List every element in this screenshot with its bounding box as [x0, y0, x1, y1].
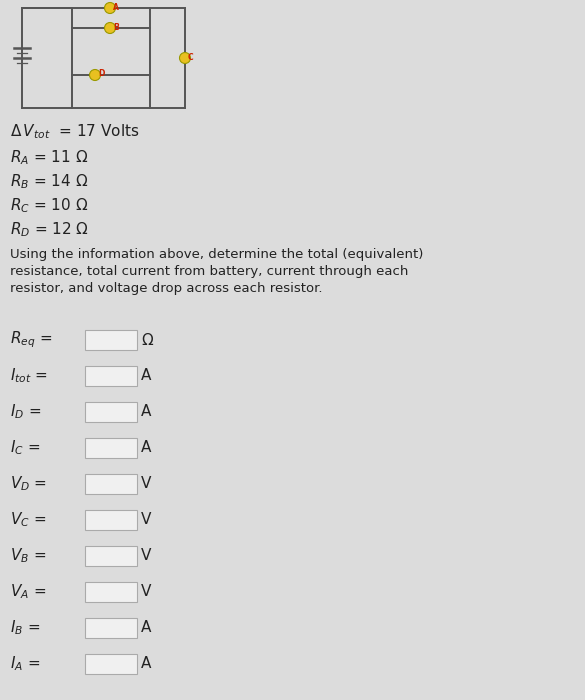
- FancyBboxPatch shape: [85, 474, 137, 494]
- FancyBboxPatch shape: [85, 402, 137, 422]
- FancyBboxPatch shape: [85, 438, 137, 458]
- Text: $R_D$ = 12 $\Omega$: $R_D$ = 12 $\Omega$: [10, 220, 89, 239]
- Text: $I_C$ =: $I_C$ =: [10, 439, 40, 457]
- Text: $\Delta\,V_{tot}$  = 17 Volts: $\Delta\,V_{tot}$ = 17 Volts: [10, 122, 139, 141]
- Text: V: V: [141, 512, 152, 528]
- Text: V: V: [141, 549, 152, 564]
- Text: $I_B$ =: $I_B$ =: [10, 619, 40, 637]
- FancyBboxPatch shape: [85, 618, 137, 638]
- FancyBboxPatch shape: [85, 546, 137, 566]
- Text: V: V: [141, 477, 152, 491]
- Text: $V_A$ =: $V_A$ =: [10, 582, 46, 601]
- Text: $R_B$ = 14 $\Omega$: $R_B$ = 14 $\Omega$: [10, 172, 88, 190]
- Circle shape: [105, 3, 115, 13]
- FancyBboxPatch shape: [85, 654, 137, 674]
- FancyBboxPatch shape: [85, 582, 137, 602]
- FancyBboxPatch shape: [85, 330, 137, 350]
- FancyBboxPatch shape: [85, 366, 137, 386]
- Text: Using the information above, determine the total (equivalent)
resistance, total : Using the information above, determine t…: [10, 248, 424, 295]
- Text: V: V: [141, 584, 152, 599]
- Text: A: A: [113, 3, 119, 11]
- Text: A: A: [141, 440, 152, 456]
- Text: $R_A$ = 11 $\Omega$: $R_A$ = 11 $\Omega$: [10, 148, 88, 167]
- Text: C: C: [188, 52, 194, 62]
- Text: $\Omega$: $\Omega$: [141, 332, 154, 348]
- Text: $V_B$ =: $V_B$ =: [10, 547, 46, 566]
- Text: B: B: [113, 22, 119, 32]
- Circle shape: [105, 22, 115, 34]
- Text: A: A: [141, 657, 152, 671]
- FancyBboxPatch shape: [85, 510, 137, 530]
- Text: $I_A$ =: $I_A$ =: [10, 654, 40, 673]
- Text: $R_C$ = 10 $\Omega$: $R_C$ = 10 $\Omega$: [10, 196, 88, 215]
- Text: $I_D$ =: $I_D$ =: [10, 402, 41, 421]
- Text: $V_D$ =: $V_D$ =: [10, 475, 47, 493]
- Text: A: A: [141, 620, 152, 636]
- Text: $V_C$ =: $V_C$ =: [10, 511, 46, 529]
- Circle shape: [180, 52, 191, 64]
- Text: A: A: [141, 368, 152, 384]
- Text: A: A: [141, 405, 152, 419]
- Text: $R_{eq}$ =: $R_{eq}$ =: [10, 330, 53, 350]
- Circle shape: [90, 69, 101, 80]
- Text: D: D: [98, 69, 104, 78]
- Text: $I_{tot}$ =: $I_{tot}$ =: [10, 367, 48, 385]
